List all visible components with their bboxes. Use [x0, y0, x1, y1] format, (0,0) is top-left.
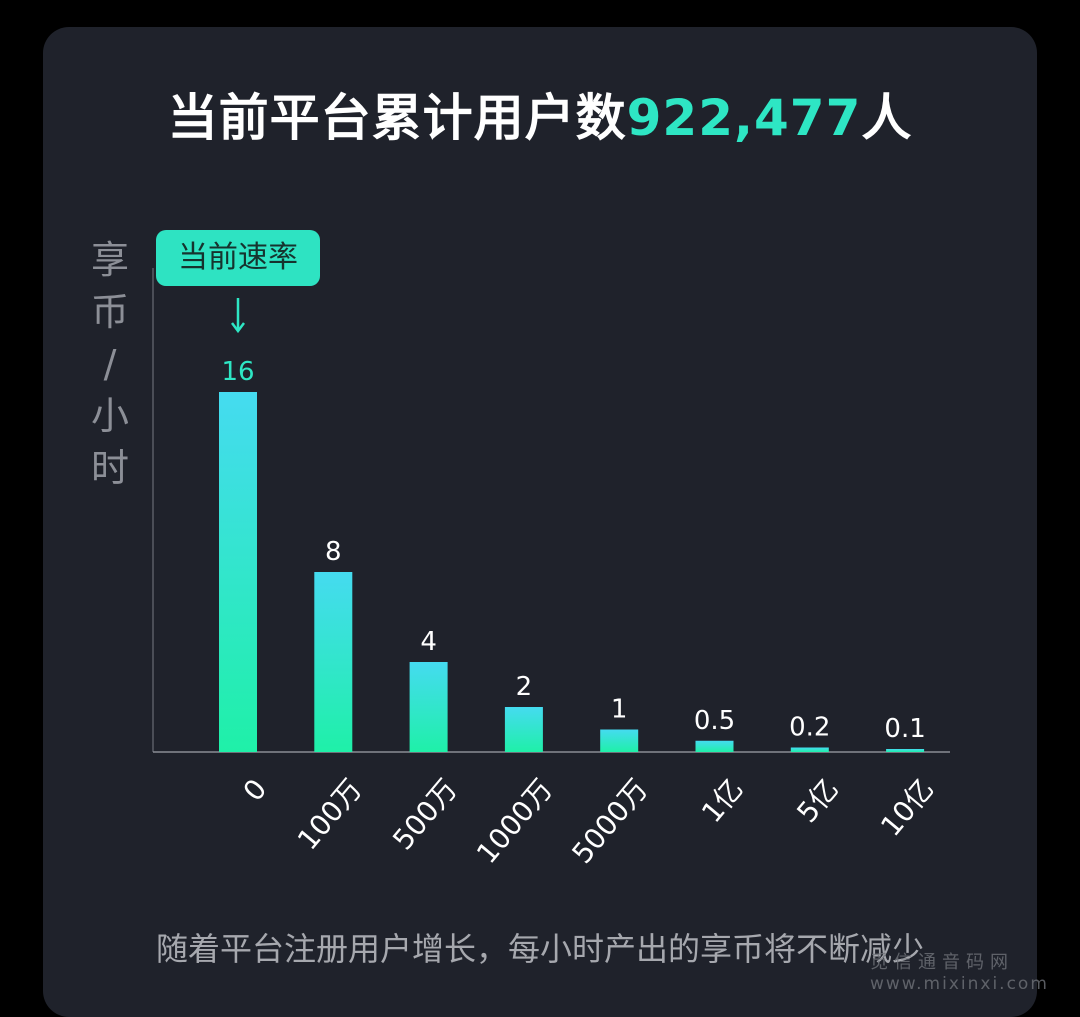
bar-value-label: 8	[325, 537, 342, 567]
bar-value-label: 0.5	[694, 706, 735, 736]
y-axis-label-char: /	[103, 342, 117, 386]
x-tick-label: 1亿	[695, 773, 750, 829]
y-axis-label: 享 币 / 小 时	[88, 234, 132, 494]
y-axis-label-char: 币	[90, 290, 129, 334]
y-axis-label-char: 享	[90, 238, 129, 282]
watermark-line1: 觅信通音码网	[870, 952, 1014, 973]
bar	[695, 740, 734, 752]
bar-value-label: 16	[221, 357, 254, 387]
bar-value-label: 4	[420, 627, 437, 657]
page-title: 当前平台累计用户数922,477人	[0, 78, 1080, 150]
x-tick-label: 5000万	[565, 773, 654, 870]
bar	[409, 662, 448, 752]
y-axis-label-char: 时	[90, 446, 129, 490]
x-tick-label: 10亿	[874, 773, 940, 843]
bar	[790, 747, 829, 752]
x-tick-label: 1000万	[470, 773, 559, 870]
bar	[886, 749, 925, 752]
title-prefix: 当前平台累计用户数	[167, 89, 627, 147]
x-tick-label: 100万	[291, 773, 369, 857]
bar-value-label: 0.2	[789, 713, 830, 743]
bar	[219, 392, 257, 752]
y-axis-label-char: 小	[90, 394, 129, 438]
x-tick-label: 5亿	[790, 773, 845, 829]
bar	[600, 729, 639, 752]
bar	[314, 572, 353, 752]
bar	[504, 707, 543, 752]
bar-value-label: 1	[611, 695, 628, 725]
watermark-line2: www.mixinxi.com	[870, 974, 1049, 994]
bar-value-label: 0.1	[884, 714, 925, 744]
title-suffix: 人	[861, 89, 913, 147]
watermark: 觅信通音码网 www.mixinxi.com	[870, 948, 1049, 994]
bar-value-label: 2	[516, 672, 533, 702]
down-arrow-icon	[231, 298, 245, 334]
x-tick-label: 0	[237, 773, 274, 808]
current-rate-badge: 当前速率	[156, 230, 320, 286]
footer-note: 随着平台注册用户增长，每小时产出的享币将不断减少	[155, 930, 924, 968]
user-count: 922,477	[626, 89, 862, 147]
x-tick-label: 500万	[386, 773, 464, 857]
chart-card	[43, 27, 1037, 1017]
